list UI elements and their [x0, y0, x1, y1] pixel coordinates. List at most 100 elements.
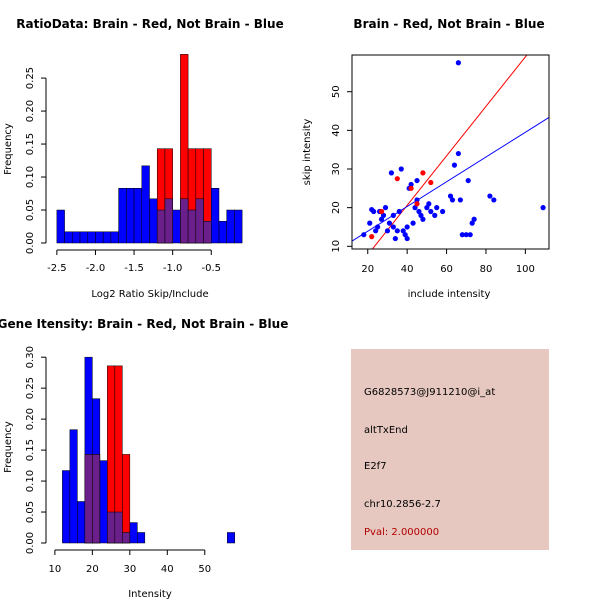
bar-not-brain [87, 231, 96, 244]
bar-not-brain [79, 231, 88, 244]
point-not-brain [469, 220, 475, 226]
point-not-brain [414, 197, 420, 203]
y-tick-label: 0.25 [25, 377, 36, 399]
bar-not-brain [126, 187, 135, 244]
event-type: altTxEnd [364, 425, 408, 436]
bar-not-brain [72, 231, 81, 244]
y-tick-label: 0.15 [25, 439, 36, 461]
point-not-brain [420, 216, 426, 222]
x-tick-label: -1.5 [124, 263, 144, 274]
chart-title: Brain - Red, Not Brain - Blue [353, 17, 544, 31]
bar-overlap [114, 511, 123, 544]
pval-text: Pval: 2.000000 [364, 527, 440, 538]
bar-not-brain [149, 198, 158, 244]
bar-not-brain [64, 231, 73, 244]
point-not-brain [367, 220, 373, 226]
point-not-brain [378, 216, 385, 222]
point-not-brain [384, 228, 391, 234]
point-not-brain [400, 228, 406, 234]
bar-not-brain [226, 209, 235, 244]
bar-brain [122, 454, 131, 544]
bar-overlap [203, 220, 212, 244]
x-tick-label: 20 [86, 564, 99, 575]
bar-overlap [84, 454, 93, 544]
point-not-brain [412, 205, 418, 211]
chart-title: Gene Itensity: Brain - Red, Not Brain - … [0, 317, 288, 331]
point-not-brain [434, 205, 440, 211]
x-tick-label: 60 [440, 264, 453, 275]
y-tick-label: 50 [331, 85, 342, 98]
bar-not-brain [62, 470, 71, 544]
y-tick-label: 0.25 [25, 67, 36, 89]
y-tick-label: 0.20 [25, 100, 36, 122]
bar-not-brain [118, 187, 127, 244]
fit-line-not-brain [352, 117, 549, 242]
x-tick-label: 80 [480, 264, 493, 275]
probe-id: G6828573@J911210@i_at [364, 387, 496, 398]
point-not-brain [390, 224, 396, 230]
plot-area [352, 55, 549, 249]
bar-not-brain [95, 231, 104, 244]
point-not-brain [402, 232, 408, 238]
x-tick-label: -2.5 [47, 263, 67, 274]
bar-not-brain [110, 231, 119, 244]
point-not-brain [392, 235, 398, 242]
y-axis-label: Frequency [3, 123, 14, 175]
bar-not-brain [133, 187, 143, 244]
y-axis-label: Frequency [3, 421, 14, 473]
bar-overlap [164, 198, 173, 244]
x-tick-label: 40 [161, 564, 174, 575]
info-panel: G6828573@J911210@i_at altTxEnd E2f7 chr1… [351, 349, 549, 550]
bar-not-brain [211, 187, 220, 244]
point-brain [378, 208, 385, 215]
y-tick-label: 0.15 [25, 133, 36, 155]
x-tick-label: -1.0 [163, 263, 183, 274]
point-not-brain [375, 224, 381, 230]
bar-overlap [187, 209, 197, 244]
x-tick-label: -2.0 [86, 263, 106, 274]
x-tick-label: 40 [401, 264, 414, 275]
y-tick-label: 0.30 [25, 346, 36, 368]
point-not-brain [455, 150, 461, 157]
point-not-brain [471, 216, 477, 222]
point-not-brain [396, 208, 402, 215]
bar-not-brain [56, 209, 65, 244]
x-tick-label: 10 [49, 564, 62, 575]
gene-name: E2f7 [364, 461, 387, 472]
x-axis-label: Intensity [128, 589, 172, 600]
y-tick-label: 0.10 [25, 166, 36, 188]
point-not-brain [447, 193, 454, 199]
point-not-brain [371, 208, 377, 215]
point-not-brain [432, 212, 438, 218]
bar-not-brain [234, 209, 243, 244]
genomic-location: chr10.2856-2.7 [364, 499, 441, 510]
y-tick-label: 20 [331, 201, 342, 214]
y-tick-label: 0.05 [25, 199, 36, 221]
point-not-brain [449, 197, 456, 203]
bar-not-brain [77, 501, 86, 544]
point-not-brain [467, 232, 473, 238]
point-not-brain [540, 205, 546, 211]
point-not-brain [416, 208, 422, 215]
x-tick-label: 100 [516, 264, 535, 275]
point-not-brain [459, 232, 465, 238]
point-not-brain [404, 224, 410, 230]
bar-not-brain [129, 522, 138, 544]
point-not-brain [428, 208, 434, 215]
point-not-brain [361, 232, 367, 238]
point-not-brain [408, 181, 414, 188]
y-tick-label: 30 [331, 163, 342, 176]
point-brain [394, 176, 400, 182]
x-tick-label: 30 [123, 564, 136, 575]
point-not-brain [440, 208, 446, 215]
point-not-brain [388, 170, 394, 176]
point-not-brain [418, 212, 424, 218]
gene-intensity-histogram: Gene Itensity: Brain - Red, Not Brain - … [0, 317, 288, 600]
bar-not-brain [172, 209, 181, 244]
point-not-brain [404, 235, 410, 242]
point-not-brain [373, 228, 379, 234]
point-brain [369, 234, 375, 240]
x-axis-label: include intensity [408, 289, 491, 300]
point-not-brain [457, 197, 463, 203]
